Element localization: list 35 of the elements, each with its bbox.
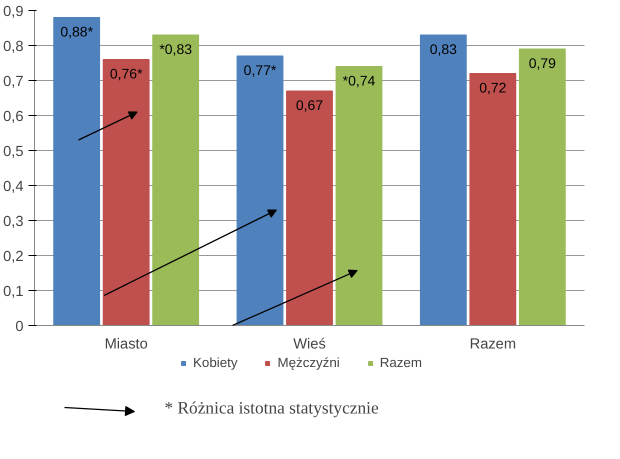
data-label: 0,79	[528, 55, 556, 71]
data-label: 0,67	[296, 97, 324, 113]
data-label: 0,72	[479, 80, 507, 96]
y-tick-label: 0,7	[3, 74, 24, 90]
x-tick-label: Wieś	[293, 336, 326, 352]
y-tick-label: 0,5	[3, 144, 24, 160]
y-tick-label: 0,1	[3, 284, 24, 300]
y-tick-label: 0,4	[3, 179, 24, 195]
x-tick-label: Razem	[470, 336, 516, 352]
bar	[518, 48, 566, 326]
data-label: 0,77*	[244, 62, 277, 78]
legend-label: Razem	[380, 355, 422, 370]
bar	[53, 17, 100, 326]
data-label: 0,83	[430, 41, 458, 57]
bar	[152, 34, 200, 326]
y-tick-label: 0,6	[3, 109, 24, 125]
text: * Różnica istotna statystycznie	[164, 398, 379, 418]
x-tick-label: Miasto	[104, 336, 148, 352]
data-label: 0,76*	[110, 66, 144, 82]
legend-label: Mężczyźni	[278, 355, 340, 370]
bar	[469, 73, 516, 326]
bar	[236, 56, 284, 326]
bar	[336, 66, 382, 326]
y-tick-label: 0,3	[3, 214, 24, 230]
data-label: *0,83	[159, 41, 192, 57]
legend-label: Kobiety	[193, 355, 238, 370]
bar	[102, 59, 150, 326]
y-tick-label: 0,2	[3, 249, 24, 265]
y-tick-label: 0	[15, 319, 24, 335]
y-tick-label: 0,8	[3, 39, 24, 55]
bar	[420, 34, 467, 326]
data-label: 0,88*	[60, 24, 94, 40]
y-tick-label: 0,9	[3, 4, 24, 20]
data-label: *0,74	[342, 72, 376, 88]
bar	[286, 90, 333, 326]
